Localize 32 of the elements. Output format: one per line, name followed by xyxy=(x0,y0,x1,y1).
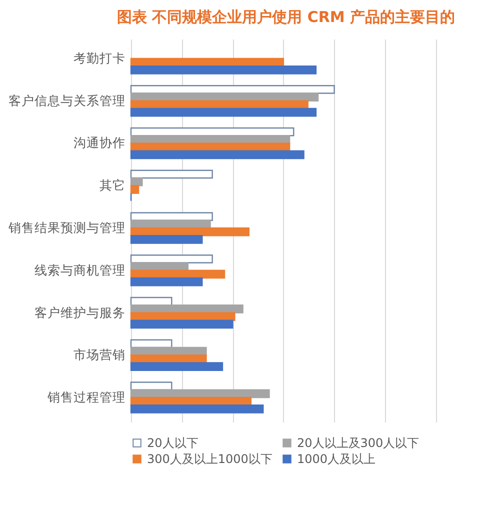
bar xyxy=(130,362,224,371)
bar xyxy=(130,170,213,179)
bar xyxy=(130,262,189,271)
y-tick-label: 其它 xyxy=(100,178,126,193)
y-tick-label: 客户维护与服务 xyxy=(34,304,126,320)
bar xyxy=(130,142,290,152)
y-tick-label: 市场营销 xyxy=(74,347,126,362)
bar xyxy=(130,177,143,186)
bar xyxy=(130,92,319,102)
legend-label: 1000人及以上 xyxy=(297,452,376,466)
y-tick-label: 沟通协作 xyxy=(74,135,126,150)
bar xyxy=(130,382,172,390)
bar xyxy=(130,254,213,264)
bar xyxy=(130,185,140,194)
bar xyxy=(130,150,304,160)
y-tick-label: 销售过程管理 xyxy=(46,390,126,405)
bar xyxy=(130,404,264,414)
legend-label: 300人及以上1000以下 xyxy=(147,452,272,466)
y-tick-label: 考勤打卡 xyxy=(74,50,126,66)
bar xyxy=(130,212,213,221)
legend-label: 20人以下 xyxy=(147,436,198,450)
y-tick-label: 销售结果预测与管理 xyxy=(8,220,126,235)
bar xyxy=(130,320,234,329)
chart-title: 图表 不同规模企业用户使用 CRM 产品的主要目的 xyxy=(116,8,456,26)
bar xyxy=(130,235,203,244)
bar xyxy=(130,66,317,74)
y-tick-label: 线索与商机管理 xyxy=(34,262,126,278)
y-tick-label: 客户信息与关系管理 xyxy=(8,92,126,108)
bar xyxy=(130,312,236,321)
bar xyxy=(130,108,317,117)
legend-label: 20人以上及300人以下 xyxy=(297,436,420,450)
bar xyxy=(130,277,203,286)
